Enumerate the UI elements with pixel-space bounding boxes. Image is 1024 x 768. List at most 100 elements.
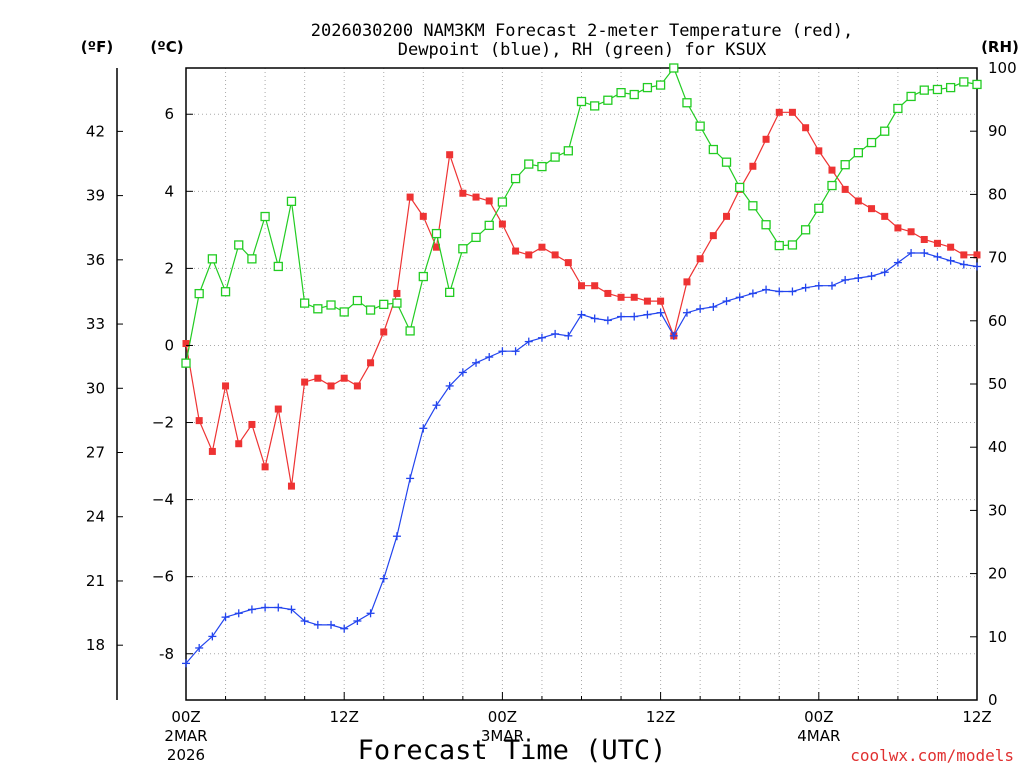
dewpoint-point [841, 275, 850, 284]
rh-point [247, 254, 257, 264]
temperature-point [815, 147, 823, 155]
dewpoint-point [630, 312, 639, 321]
dewpoint-point [458, 368, 467, 377]
rh-point [761, 220, 771, 230]
temperature-point [512, 247, 520, 255]
rh-tick-label: 80 [988, 185, 1007, 203]
rh-point [616, 87, 626, 98]
rh-point [827, 180, 837, 191]
fahrenheit-tick-label: 18 [86, 636, 105, 654]
x-tick-label: 00Z [804, 708, 833, 726]
temperature-point [327, 382, 335, 390]
rh-tick-label: 70 [988, 249, 1007, 267]
rh-point [286, 196, 297, 207]
x-axis-label: Forecast Time (UTC) [358, 735, 667, 766]
rh-point [497, 197, 508, 207]
dewpoint-point [590, 314, 599, 323]
dewpoint-point [247, 605, 256, 614]
rh-tick-label: 0 [988, 691, 998, 709]
credit-link[interactable]: coolwx.com/models [850, 746, 1014, 765]
rh-point [603, 95, 613, 105]
temperature-point [657, 297, 665, 305]
rh-point [431, 228, 442, 239]
temperature-point [775, 108, 783, 116]
dewpoint-point [735, 293, 744, 302]
dewpoint-point [432, 401, 441, 410]
temperature-point [723, 212, 731, 220]
dewpoint-point [762, 285, 771, 294]
rh-unit-label: (RH) [981, 38, 1019, 56]
rh-tick-label: 40 [988, 438, 1007, 456]
x-tick-date-label: 2MAR [164, 727, 207, 745]
rh-point [445, 287, 455, 298]
fahrenheit-tick-label: 21 [86, 572, 105, 590]
rh-point [800, 225, 811, 235]
dewpoint-point [340, 624, 349, 633]
rh-point [260, 211, 270, 222]
rh-point [893, 103, 903, 114]
rh-point [748, 201, 758, 211]
dewpoint-point [379, 574, 388, 583]
dewpoint-point [182, 659, 190, 668]
rh-point [181, 358, 191, 368]
temperature-point [841, 185, 849, 193]
rh-tick-label: 60 [988, 312, 1007, 330]
x-tick-label: 12Z [330, 708, 359, 726]
dewpoint-point [261, 603, 270, 612]
celsius-tick-label: −2 [152, 414, 174, 432]
rh-point [629, 89, 639, 100]
dewpoint-point [208, 632, 217, 641]
temperature-point [393, 289, 401, 297]
rh-point [945, 82, 956, 93]
rh-point [642, 82, 653, 93]
rh-point [682, 98, 692, 108]
rh-point [853, 148, 863, 158]
temperature-point [564, 259, 572, 267]
x-tick-label: 00Z [488, 708, 517, 726]
dewpoint-point [788, 287, 797, 296]
series-layer [181, 63, 982, 668]
temperature-point [353, 382, 361, 390]
dewpoint-point [814, 281, 823, 290]
dewpoint-point [722, 297, 731, 306]
temperature-point [683, 278, 691, 286]
rh-point [655, 80, 666, 90]
temperature-point [643, 297, 651, 305]
rh-point [510, 173, 521, 184]
temperature-point [551, 251, 559, 259]
dewpoint-point [234, 609, 243, 618]
temperature-point [340, 374, 348, 382]
fahrenheit-tick-label: 24 [86, 508, 105, 526]
temperature-point [788, 108, 796, 116]
rh-point [695, 121, 705, 131]
temperature-point [894, 224, 902, 232]
temperature-point [459, 189, 467, 197]
dewpoint-point [682, 308, 691, 317]
rh-point [814, 203, 824, 213]
rh-point [273, 261, 283, 272]
temperature-point [933, 239, 941, 247]
dewpoint-point [709, 302, 718, 311]
dewpoint-point [221, 613, 230, 622]
rh-point [524, 159, 534, 169]
rh-point [590, 101, 600, 111]
celsius-tick-label: 2 [164, 259, 174, 277]
temperature-point [274, 405, 282, 413]
temperature-point [472, 193, 480, 201]
dewpoint-point [511, 347, 520, 356]
temperature-point [235, 440, 243, 448]
celsius-tick-label: -8 [159, 645, 174, 663]
celsius-tick-label: 4 [164, 182, 174, 200]
temperature-point [947, 243, 955, 251]
dewpoint-point [880, 268, 889, 277]
temperature-point [301, 378, 309, 386]
dewpoint-point [617, 312, 626, 321]
dewpoint-point [485, 353, 494, 362]
rh-point [194, 288, 204, 299]
temperature-point [538, 243, 546, 251]
dewpoint-point [603, 316, 612, 325]
rh-point [220, 287, 231, 297]
dewpoint-point [907, 248, 916, 257]
rh-tick-label: 50 [988, 375, 1007, 393]
